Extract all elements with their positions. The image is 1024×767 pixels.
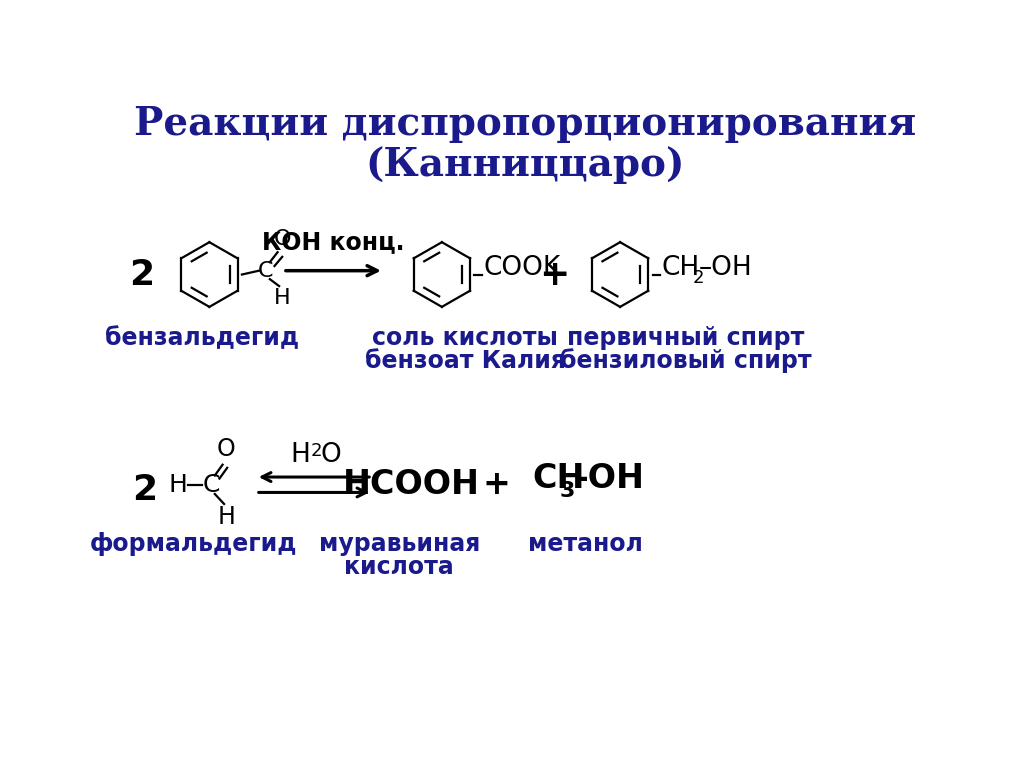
Text: бензоат Калия: бензоат Калия xyxy=(365,349,565,373)
Text: CH: CH xyxy=(662,255,700,281)
Text: +: + xyxy=(482,468,510,502)
Text: H: H xyxy=(290,443,310,469)
Text: +: + xyxy=(539,258,569,291)
Text: C: C xyxy=(202,472,219,497)
Text: Реакции диспропорционирования: Реакции диспропорционирования xyxy=(134,105,915,143)
Text: -ОН: -ОН xyxy=(574,462,644,495)
Text: (Канниццаро): (Канниццаро) xyxy=(365,146,685,184)
Text: 2: 2 xyxy=(132,473,158,507)
Text: метанол: метанол xyxy=(527,532,643,556)
Text: кислота: кислота xyxy=(344,555,454,579)
Text: муравьиная: муравьиная xyxy=(318,532,480,556)
Text: бензиловый спирт: бензиловый спирт xyxy=(560,348,812,374)
Text: 2: 2 xyxy=(129,258,155,291)
Text: СН: СН xyxy=(532,462,585,495)
Text: бензальдегид: бензальдегид xyxy=(104,326,299,350)
Text: первичный спирт: первичный спирт xyxy=(567,326,805,350)
Text: H: H xyxy=(169,472,187,497)
Text: H: H xyxy=(217,505,236,529)
Text: 3: 3 xyxy=(560,481,575,501)
Text: НСООН: НСООН xyxy=(342,468,479,502)
Text: O: O xyxy=(217,437,236,461)
Text: C: C xyxy=(257,261,273,281)
Text: H: H xyxy=(273,288,291,308)
Text: формальдегид: формальдегид xyxy=(90,532,298,556)
Text: 2: 2 xyxy=(693,268,705,287)
Text: 2: 2 xyxy=(311,442,323,460)
Text: –OH: –OH xyxy=(699,255,753,281)
Text: O: O xyxy=(321,443,341,469)
Text: соль кислоты: соль кислоты xyxy=(372,326,558,350)
Text: COOK: COOK xyxy=(483,255,561,281)
Text: КОН конц.: КОН конц. xyxy=(262,230,404,254)
Text: O: O xyxy=(273,229,291,249)
